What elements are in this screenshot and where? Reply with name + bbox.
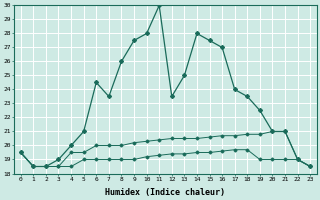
X-axis label: Humidex (Indice chaleur): Humidex (Indice chaleur) [106,188,226,197]
